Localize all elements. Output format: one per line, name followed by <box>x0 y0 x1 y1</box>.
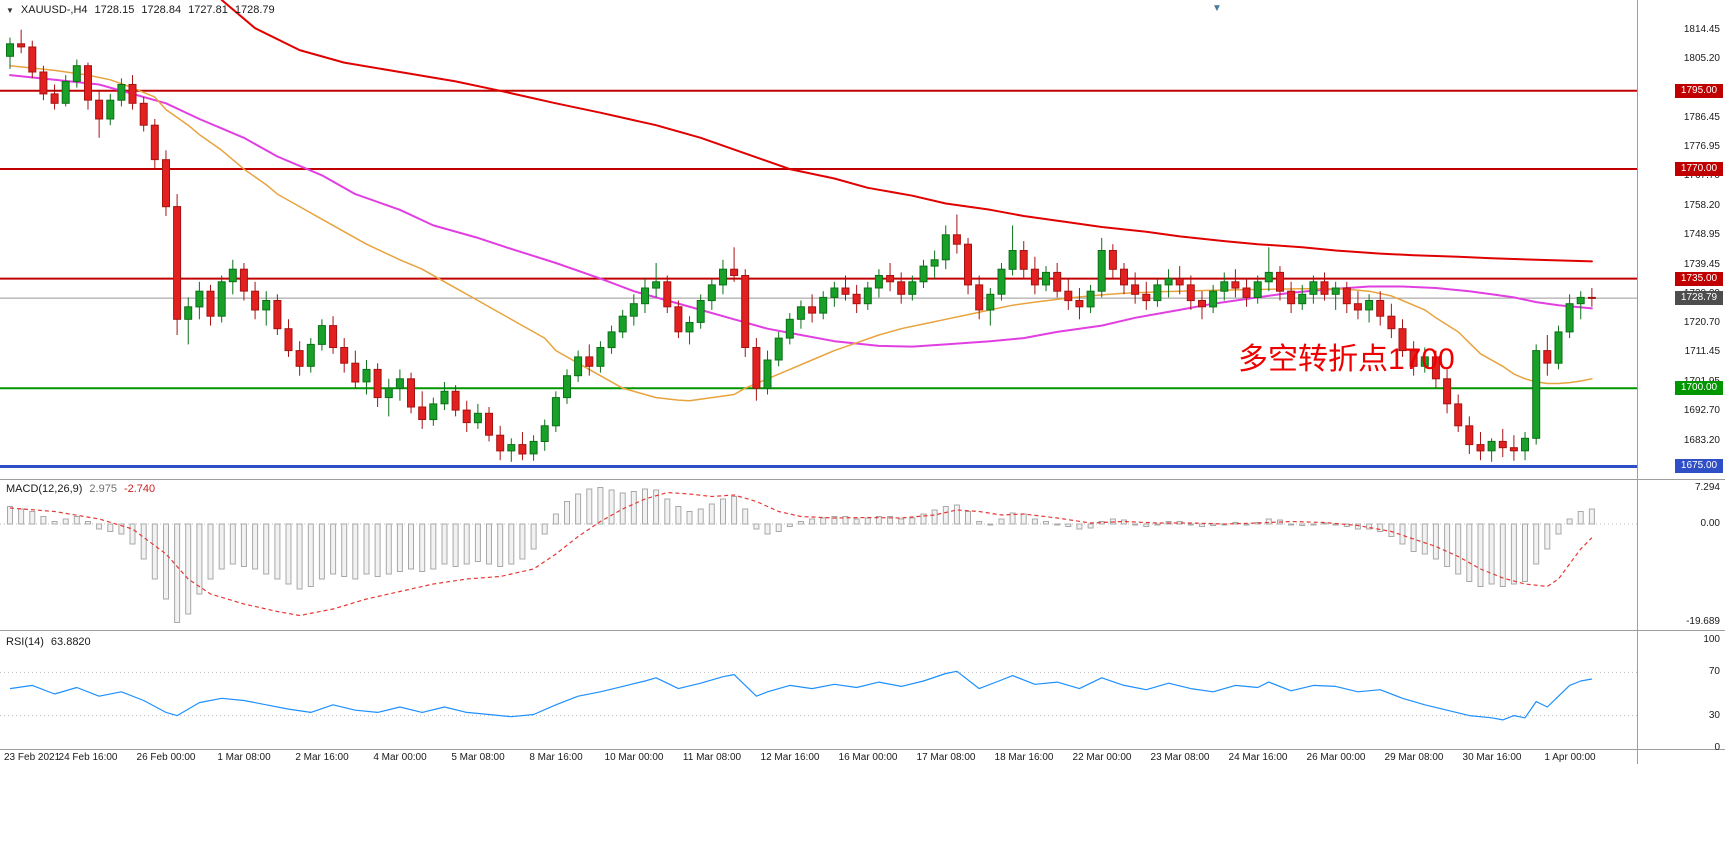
main-chart-canvas[interactable] <box>0 0 1637 479</box>
price-tag-1700.00: 1700.00 <box>1675 381 1723 395</box>
chart-shift-marker-icon[interactable]: ▼ <box>1212 3 1222 14</box>
rsi-axis-label-0: 0 <box>1714 742 1720 753</box>
ohlc-close-value: 1728.79 <box>234 4 275 16</box>
rsi-line <box>9 670 1593 721</box>
rsi-name-label: RSI(14) <box>6 636 44 648</box>
time-tick-label: 29 Mar 08:00 <box>1384 752 1444 763</box>
macd-histogram <box>7 487 1595 623</box>
time-tick-label: 1 Apr 00:00 <box>1544 752 1596 763</box>
rsi-indicator-header: RSI(14) 63.8820 <box>6 636 91 648</box>
rsi-axis-label-70: 70 <box>1708 666 1720 677</box>
time-tick-label: 24 Mar 16:00 <box>1228 752 1288 763</box>
price-tag-1795.00: 1795.00 <box>1675 84 1723 98</box>
macd-main-value: 2.975 <box>89 483 117 495</box>
time-axis[interactable]: 23 Feb 2021 24 Feb 16:00 26 Feb 00:00 1 Mar… <box>0 751 1637 767</box>
price-axis-label-1683.20: 1683.20 <box>1683 435 1720 446</box>
time-tick-label: 5 Mar 08:00 <box>451 752 505 763</box>
ohlc-high-value: 1728.84 <box>141 4 182 16</box>
time-tick-label: 22 Mar 00:00 <box>1072 752 1132 763</box>
price-axis-label-1739.45: 1739.45 <box>1683 259 1720 270</box>
price-axis-label-1711.45: 1711.45 <box>1684 346 1720 357</box>
price-axis-label-1720.70: 1720.70 <box>1683 317 1720 328</box>
panel-separator-main-macd <box>0 479 1725 480</box>
rsi-axis-label-100: 100 <box>1703 634 1720 645</box>
panel-separator-macd-rsi <box>0 630 1725 631</box>
price-tag-1728.79: 1728.79 <box>1675 291 1723 305</box>
time-tick-label: 18 Mar 16:00 <box>994 752 1054 763</box>
time-tick-label: 23 Feb 2021 <box>4 752 61 763</box>
macd-signal-line <box>9 491 1593 617</box>
time-tick-label: 2 Mar 16:00 <box>295 752 349 763</box>
symbol-period-label: XAUUSD-,H4 <box>20 4 88 16</box>
price-axis-label-1786.45: 1786.45 <box>1683 112 1720 123</box>
panel-separator-rsi-time <box>0 749 1725 750</box>
time-tick-label: 11 Mar 08:00 <box>682 752 742 763</box>
price-tag-1675.00: 1675.00 <box>1675 459 1723 473</box>
price-axis-label-1758.20: 1758.20 <box>1683 200 1720 211</box>
rsi-value: 63.8820 <box>50 636 91 648</box>
ohlc-low-value: 1727.81 <box>188 4 228 16</box>
price-axis-label-1748.95: 1748.95 <box>1683 229 1720 240</box>
rsi-panel-canvas[interactable] <box>0 631 1637 749</box>
chart-annotation-text: 多空转折点1700 <box>1238 343 1455 376</box>
price-axis-label-1692.70: 1692.70 <box>1683 405 1720 416</box>
time-tick-label: 26 Mar 00:00 <box>1306 752 1366 763</box>
time-tick-label: 26 Feb 00:00 <box>136 752 196 763</box>
macd-signal-value: -2.740 <box>123 483 156 495</box>
symbol-info-toggle-icon[interactable]: ▼ <box>6 5 14 15</box>
price-tag-1735.00: 1735.00 <box>1675 272 1723 286</box>
symbol-ohlc-bar: ▼ XAUUSD-,H4 1728.15 1728.84 1727.81 172… <box>6 4 275 16</box>
time-tick-label: 23 Mar 08:00 <box>1150 752 1210 763</box>
macd-indicator-header: MACD(12,26,9) 2.975 -2.740 <box>6 483 155 495</box>
macd-name-label: MACD(12,26,9) <box>6 483 83 495</box>
time-tick-label: 10 Mar 00:00 <box>604 752 664 763</box>
rsi-axis-label-30: 30 <box>1708 710 1720 721</box>
macd-axis-label-0.00: 0.00 <box>1700 518 1720 529</box>
price-axis-label-1814.45: 1814.45 <box>1683 24 1720 35</box>
macd-axis-label-7.294: 7.294 <box>1694 482 1720 493</box>
ma-red-slow <box>220 0 1593 263</box>
time-tick-label: 8 Mar 16:00 <box>529 752 583 763</box>
time-tick-label: 12 Mar 16:00 <box>760 752 820 763</box>
macd-panel-canvas[interactable] <box>0 480 1637 630</box>
price-axis-label-1805.20: 1805.20 <box>1683 53 1720 64</box>
time-tick-label: 16 Mar 00:00 <box>838 752 898 763</box>
time-tick-label: 1 Mar 08:00 <box>217 752 271 763</box>
time-tick-label: 30 Mar 16:00 <box>1462 752 1522 763</box>
ma-magenta-mid <box>9 74 1593 348</box>
price-tag-1770.00: 1770.00 <box>1675 162 1723 176</box>
ohlc-open-value: 1728.15 <box>94 4 135 16</box>
price-axis-label-1776.95: 1776.95 <box>1683 141 1720 152</box>
time-tick-label: 24 Feb 16:00 <box>58 752 118 763</box>
time-tick-label: 17 Mar 08:00 <box>916 752 976 763</box>
ma-orange-fast <box>9 64 1593 402</box>
price-axis-separator <box>1637 0 1638 764</box>
macd-axis-label--19.689: -19.689 <box>1686 616 1720 627</box>
time-tick-label: 4 Mar 00:00 <box>373 752 427 763</box>
price-axis[interactable]: 1814.451805.201786.451776.951767.701758.… <box>1638 0 1725 766</box>
candles-group <box>6 29 1596 462</box>
